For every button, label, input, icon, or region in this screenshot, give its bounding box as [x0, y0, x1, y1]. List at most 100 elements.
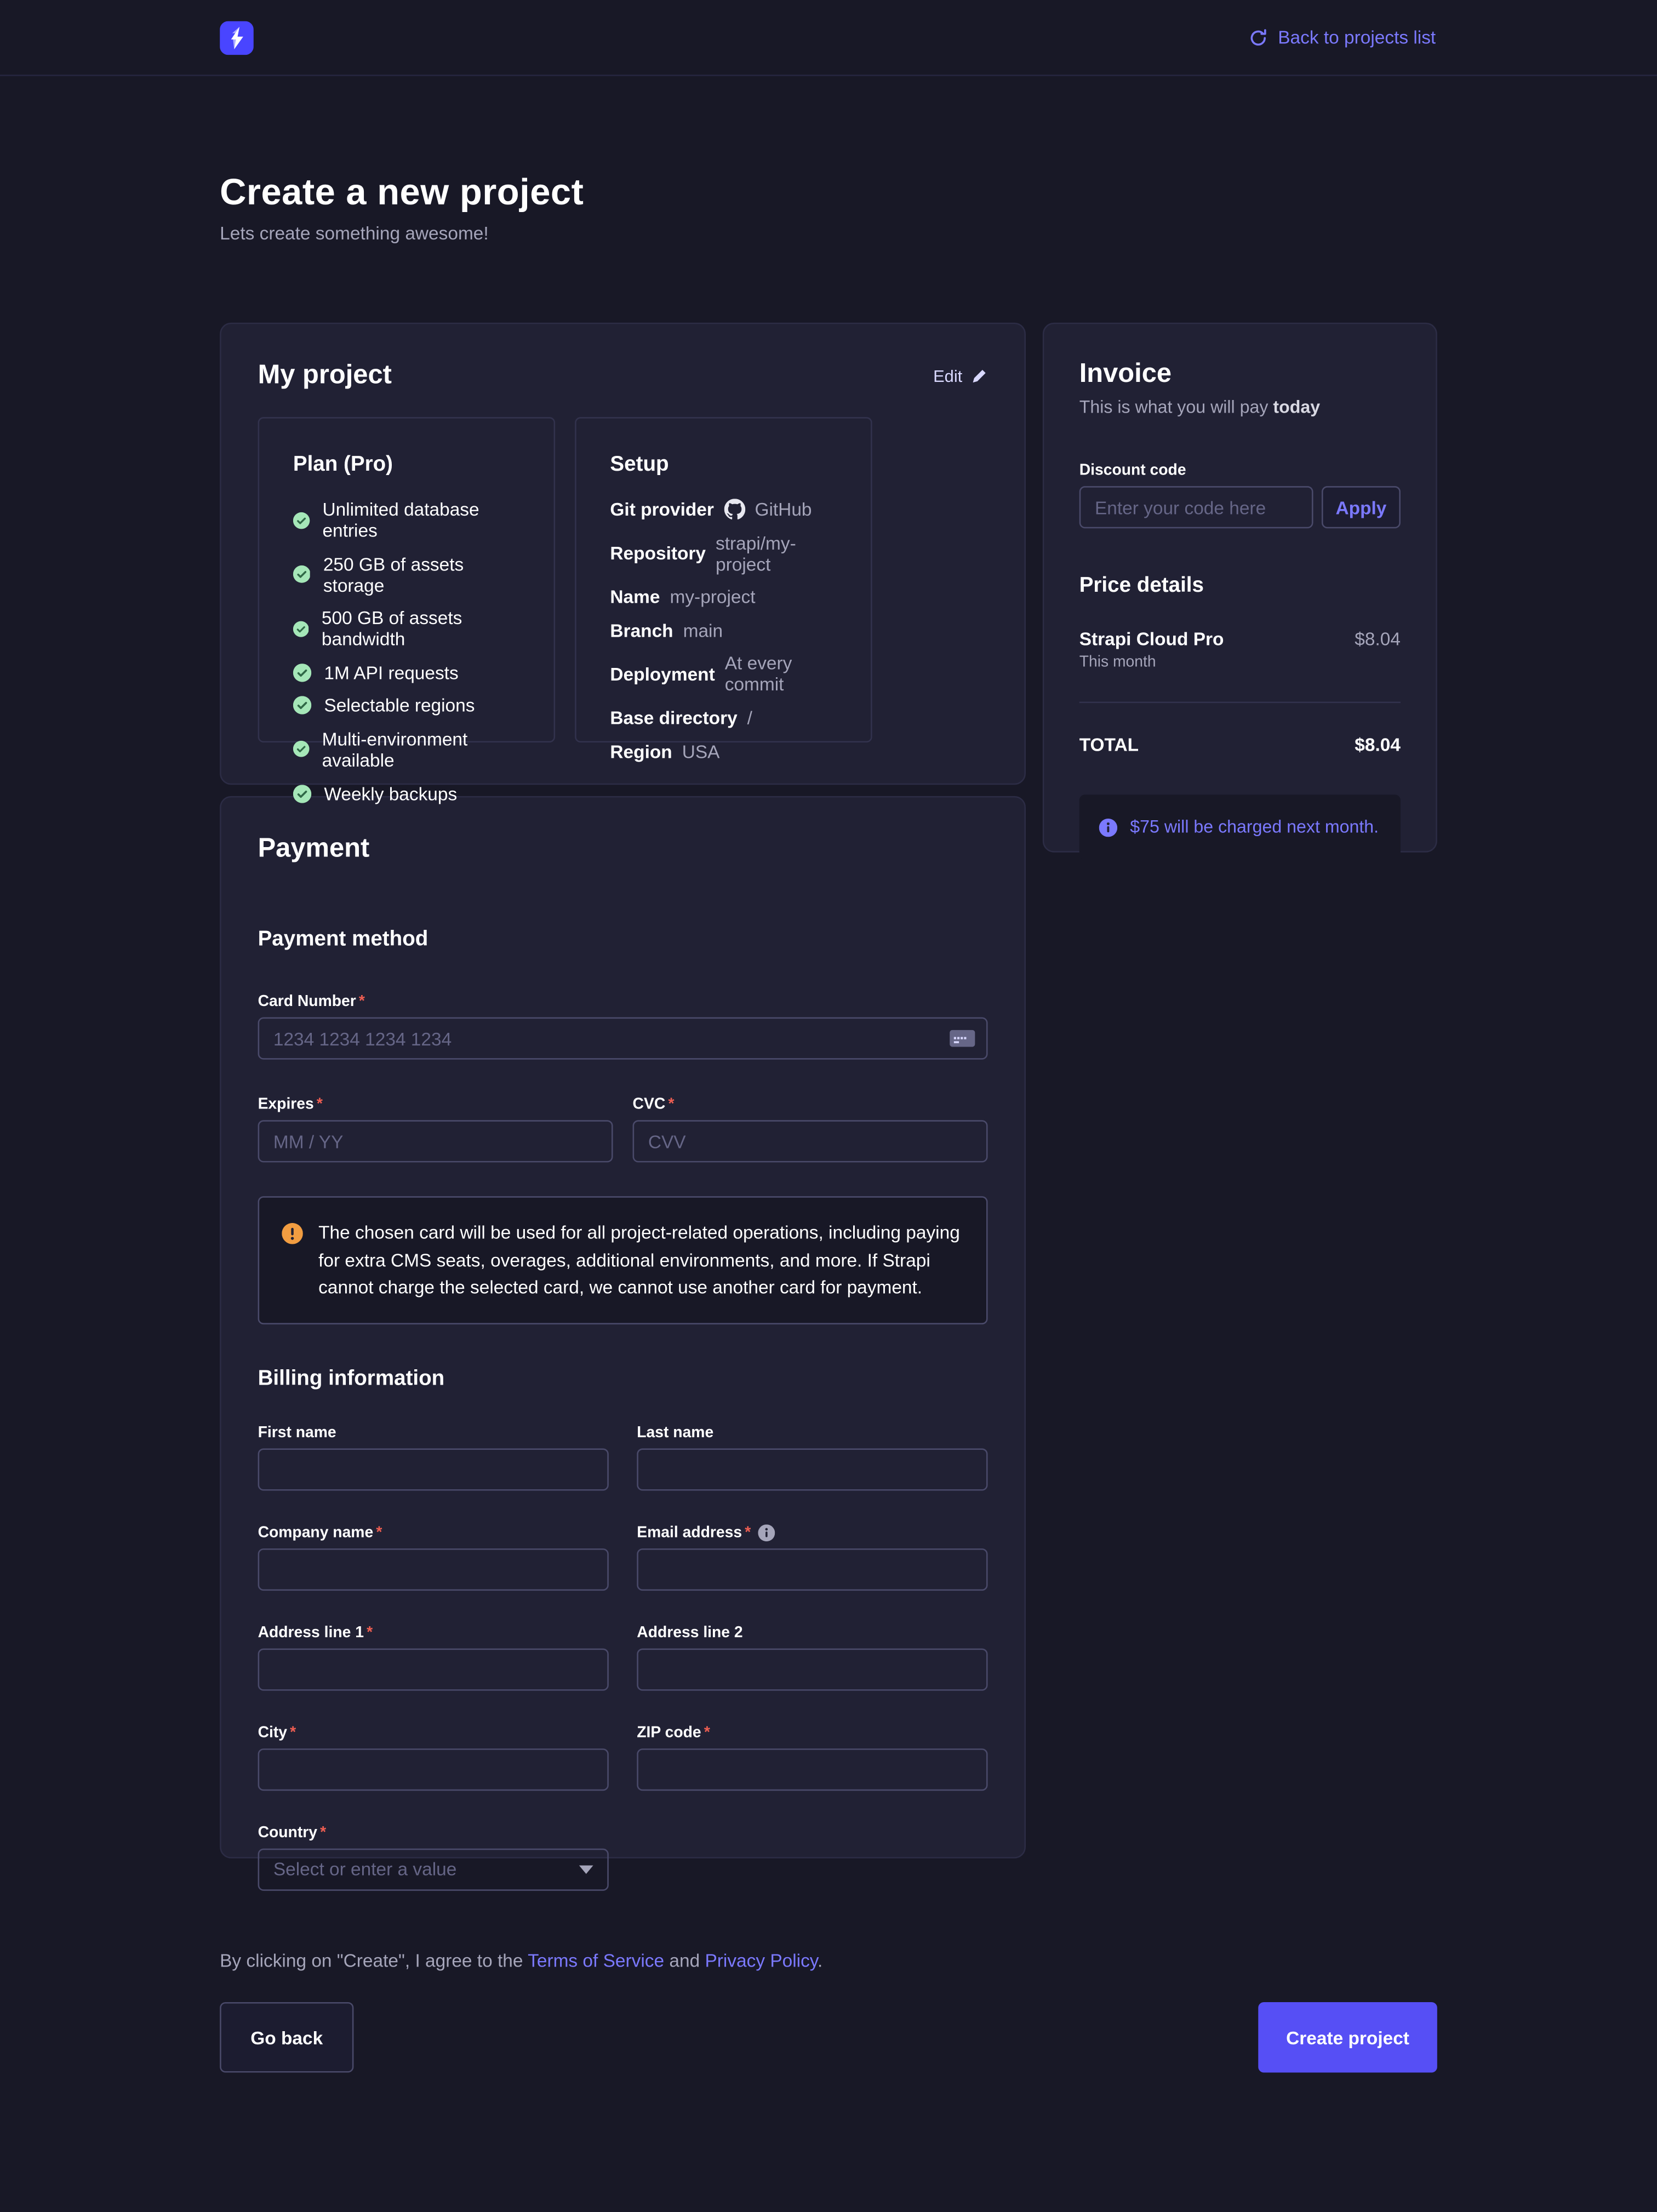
- address-line-1-field: Address line 1 *: [258, 1624, 609, 1690]
- email-address-input[interactable]: [637, 1547, 988, 1590]
- zip-code-field: ZIP code *: [637, 1724, 988, 1790]
- setup-row-repository: Repository strapi/my-project: [610, 532, 837, 574]
- plan-feature-item: Multi-environment available: [293, 728, 520, 770]
- setup-row-value: my-project: [670, 586, 756, 608]
- plan-feature-list: Unlimited database entries 250 GB of ass…: [293, 499, 520, 804]
- privacy-policy-link[interactable]: Privacy Policy: [705, 1950, 818, 1971]
- check-circle-icon: [293, 784, 312, 803]
- apply-button[interactable]: Apply: [1321, 486, 1401, 529]
- payment-title: Payment: [258, 834, 370, 864]
- required-mark: *: [320, 1824, 327, 1841]
- check-circle-icon: [293, 511, 310, 529]
- required-mark: *: [358, 993, 365, 1010]
- last-name-input[interactable]: [637, 1448, 988, 1490]
- city-label: City *: [258, 1724, 296, 1741]
- setup-row-label: Name: [610, 586, 660, 608]
- plan-feature-label: Selectable regions: [324, 695, 475, 717]
- terms-text: By clicking on "Create", I agree to the …: [220, 1950, 823, 1971]
- redo-arrow-icon: [1250, 28, 1266, 45]
- plan-feature-item: 250 GB of assets storage: [293, 553, 520, 596]
- strapi-cloud-logo[interactable]: [220, 20, 254, 54]
- check-circle-icon: [293, 565, 311, 583]
- plan-feature-item: Weekly backups: [293, 783, 520, 804]
- first-name-label: First name: [258, 1424, 336, 1441]
- price-item-amount: $8.04: [1355, 628, 1401, 650]
- setup-row-base-directory: Base directory /: [610, 707, 837, 729]
- my-project-title: My project: [258, 361, 392, 391]
- last-name-field: Last name: [637, 1424, 988, 1490]
- plan-feature-label: 250 GB of assets storage: [323, 553, 464, 596]
- go-back-button[interactable]: Go back: [220, 2002, 354, 2073]
- card-number-input[interactable]: [258, 1017, 988, 1060]
- card-usage-notice: The chosen card will be used for all pro…: [258, 1196, 988, 1324]
- discount-code-input[interactable]: [1079, 486, 1313, 529]
- address-line-2-label: Address line 2: [637, 1624, 743, 1641]
- billing-information-title: Billing information: [258, 1365, 445, 1390]
- setup-row-label: Base directory: [610, 707, 738, 729]
- terms-of-service-link[interactable]: Terms of Service: [528, 1950, 665, 1971]
- plan-feature-item: Unlimited database entries: [293, 499, 520, 541]
- plan-feature-label: Weekly backups: [324, 782, 458, 804]
- invoice-card: Invoice This is what you will pay today …: [1042, 322, 1437, 860]
- page-title: Create a new project: [220, 170, 584, 213]
- total-label: TOTAL: [1079, 734, 1139, 756]
- payment-method-title: Payment method: [258, 927, 428, 951]
- price-line-item: Strapi Cloud Pro $8.04: [1079, 628, 1401, 650]
- country-select[interactable]: Select or enter a value: [258, 1848, 609, 1890]
- expires-input[interactable]: [258, 1120, 613, 1163]
- setup-row-label: Region: [610, 740, 672, 762]
- setup-row-value: At every commit: [724, 653, 792, 695]
- required-mark: *: [316, 1096, 323, 1113]
- setup-row-value: GitHub: [755, 499, 812, 520]
- edit-button[interactable]: Edit: [933, 367, 987, 386]
- company-name-input[interactable]: [258, 1547, 609, 1590]
- setup-row-value: main: [683, 619, 723, 641]
- lightning-icon: [220, 20, 254, 54]
- info-icon: [1099, 818, 1118, 837]
- company-name-label: Company name *: [258, 1523, 382, 1541]
- setup-title: Setup: [610, 452, 669, 477]
- zip-code-input[interactable]: [637, 1747, 988, 1790]
- plan-title: Plan (Pro): [293, 452, 393, 477]
- plan-subcard: Plan (Pro) Unlimited database entries 25…: [258, 417, 556, 804]
- address-line-1-label: Address line 1 *: [258, 1624, 373, 1641]
- footer-actions: Go back Create project: [220, 2002, 1437, 2073]
- back-to-projects-link[interactable]: Back to projects list: [1248, 27, 1436, 48]
- plan-feature-item: Selectable regions: [293, 695, 520, 717]
- check-circle-icon: [293, 663, 312, 682]
- required-mark: *: [376, 1523, 382, 1541]
- country-label: Country *: [258, 1824, 327, 1841]
- required-mark: *: [367, 1624, 373, 1641]
- first-name-input[interactable]: [258, 1448, 609, 1490]
- price-item-name: Strapi Cloud Pro: [1079, 628, 1224, 650]
- setup-row-deployment: Deployment At every commit: [610, 653, 837, 695]
- setup-row-value: strapi/my-project: [716, 531, 796, 575]
- city-field: City *: [258, 1724, 609, 1790]
- cvc-label: CVC *: [632, 1096, 675, 1113]
- plan-feature-item: 1M API requests: [293, 662, 520, 683]
- city-input[interactable]: [258, 1747, 609, 1790]
- create-project-button[interactable]: Create project: [1258, 2002, 1437, 2073]
- setup-rows: Git provider GitHub Repository strapi/my…: [610, 499, 837, 762]
- check-circle-icon: [293, 620, 309, 637]
- address-line-2-input[interactable]: [637, 1648, 988, 1690]
- info-icon[interactable]: [758, 1523, 775, 1541]
- address-line-1-input[interactable]: [258, 1648, 609, 1690]
- my-project-card: My project Edit Plan (Pro): [220, 322, 1026, 804]
- next-month-note-text: $75 will be charged next month.: [1130, 817, 1379, 837]
- discount-code-label: Discount code: [1079, 462, 1186, 479]
- required-mark: *: [290, 1724, 296, 1741]
- setup-row-label: Branch: [610, 619, 673, 641]
- edit-button-label: Edit: [933, 366, 963, 386]
- next-month-note: $75 will be charged next month.: [1079, 795, 1401, 860]
- setup-row-branch: Branch main: [610, 620, 837, 641]
- setup-row-git-provider: Git provider GitHub: [610, 499, 837, 520]
- cvc-input[interactable]: [632, 1120, 988, 1163]
- plan-feature-label: 500 GB of assets bandwidth: [321, 607, 462, 650]
- plan-feature-label: 1M API requests: [324, 661, 459, 683]
- expires-field: Expires *: [258, 1096, 613, 1163]
- last-name-label: Last name: [637, 1424, 714, 1441]
- plan-feature-item: 500 GB of assets bandwidth: [293, 608, 520, 650]
- main-content: Create a new project Lets create somethi…: [220, 170, 1437, 2073]
